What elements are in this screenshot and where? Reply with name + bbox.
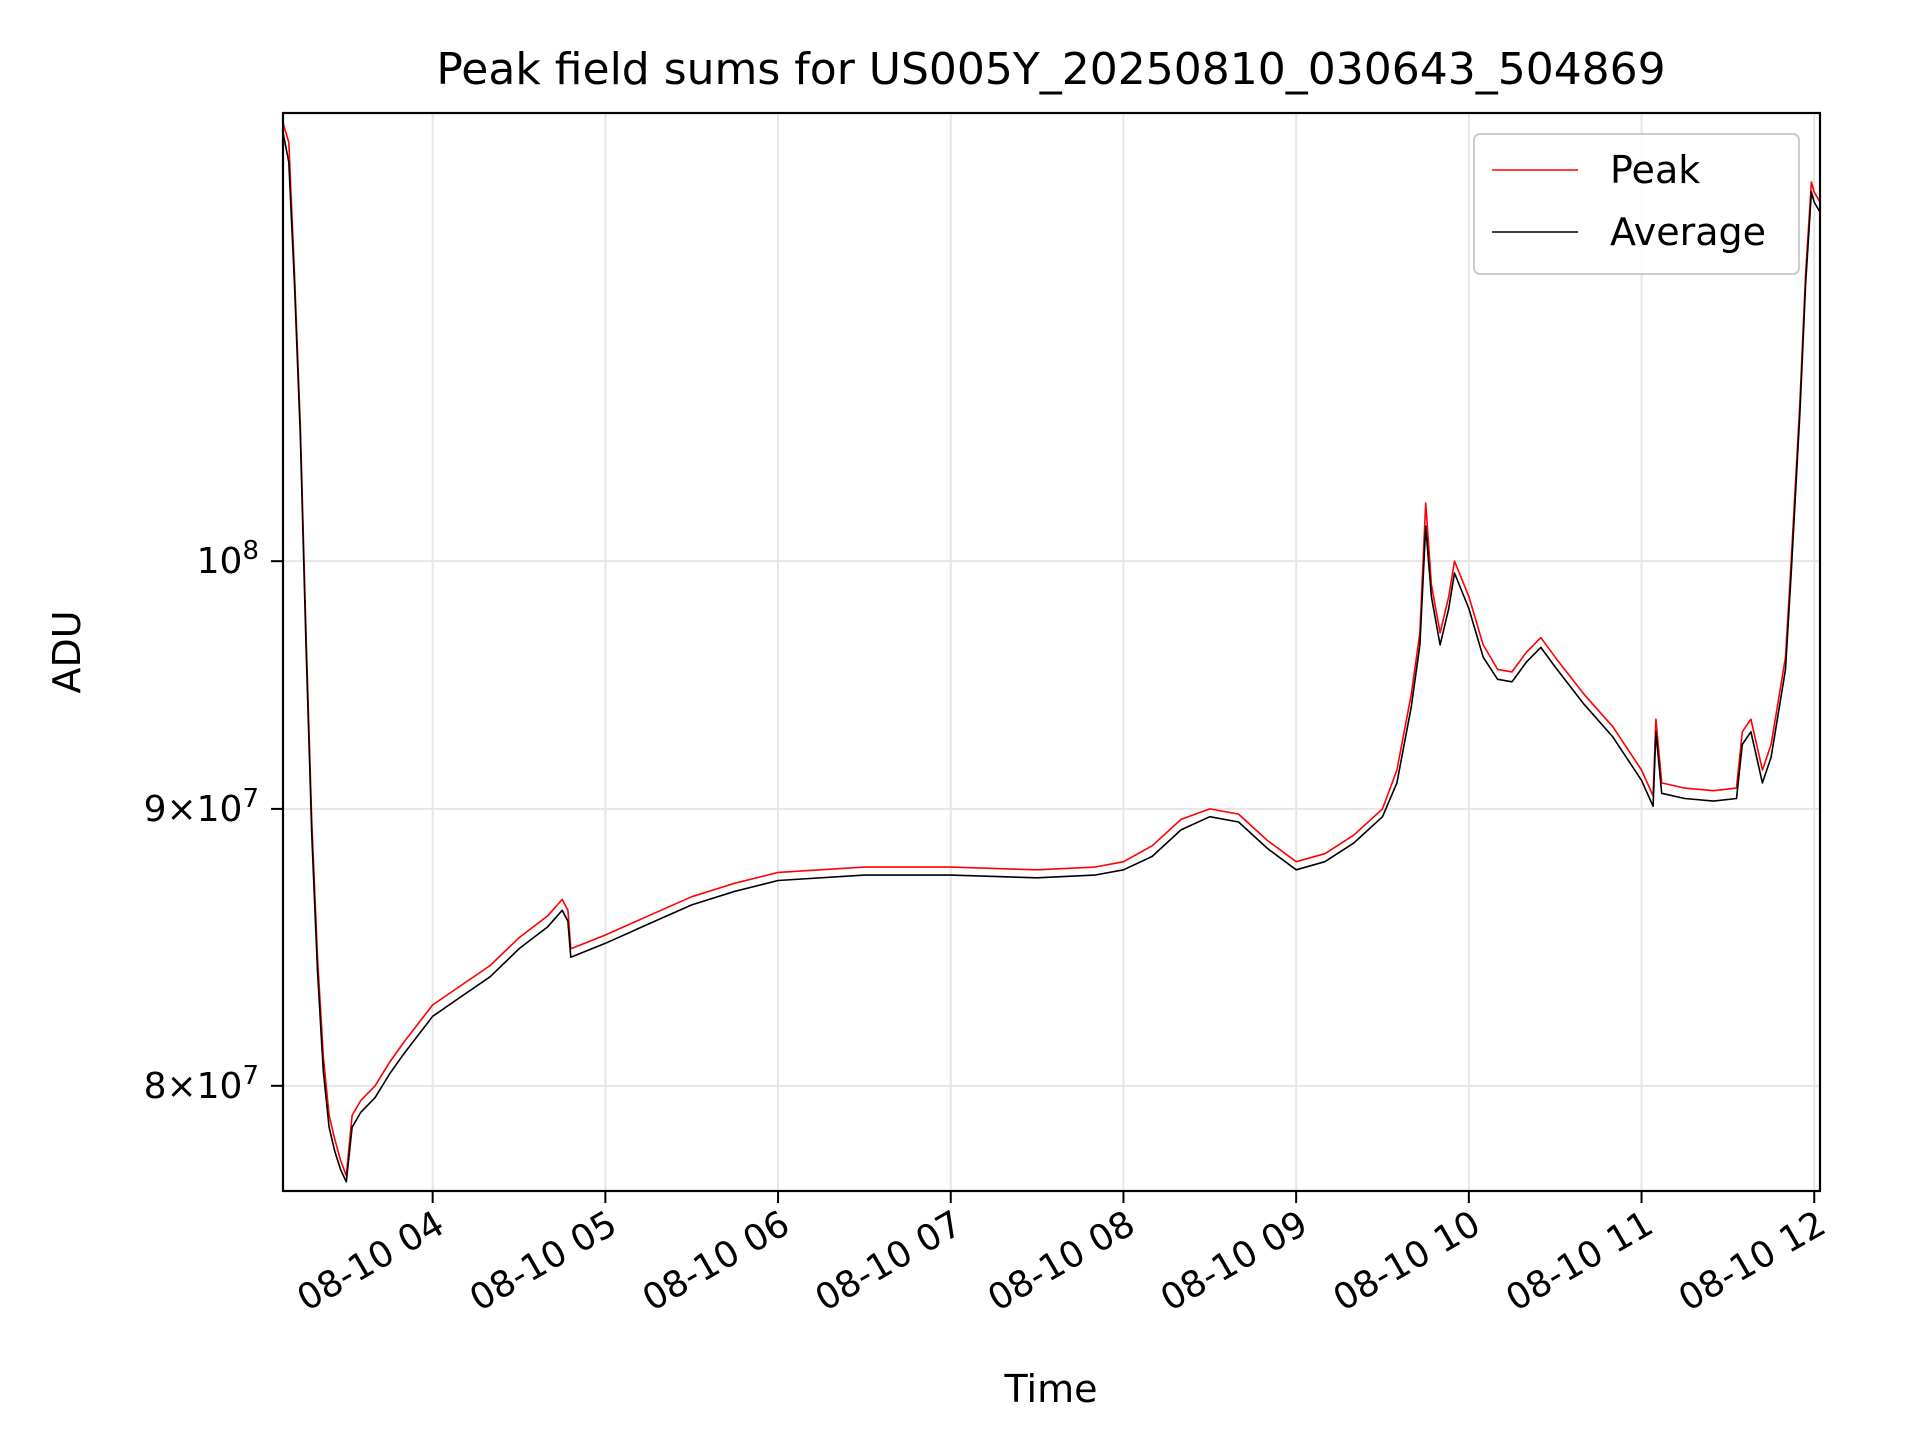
y-axis: 8×107 9×107 108 — [144, 536, 283, 1107]
y-tick-label: 9×107 — [144, 784, 259, 830]
y-tick-label: 8×107 — [144, 1061, 259, 1107]
series-line-average — [283, 132, 1820, 1183]
legend-box — [1473, 133, 1800, 275]
plot-frame — [281, 111, 1822, 1193]
legend: Peak Average — [1473, 133, 1800, 275]
y-tick-label: 108 — [197, 536, 259, 582]
x-axis-label: Time — [1004, 1367, 1098, 1411]
series-layer — [283, 122, 1820, 1183]
chart-title: Peak field sums for US005Y_20250810_0306… — [436, 44, 1665, 95]
y-axis-label: ADU — [45, 610, 89, 693]
legend-label-peak: Peak — [1610, 148, 1700, 192]
series-line-peak — [283, 122, 1820, 1177]
grid — [283, 113, 1820, 1191]
legend-label-average: Average — [1610, 210, 1766, 254]
